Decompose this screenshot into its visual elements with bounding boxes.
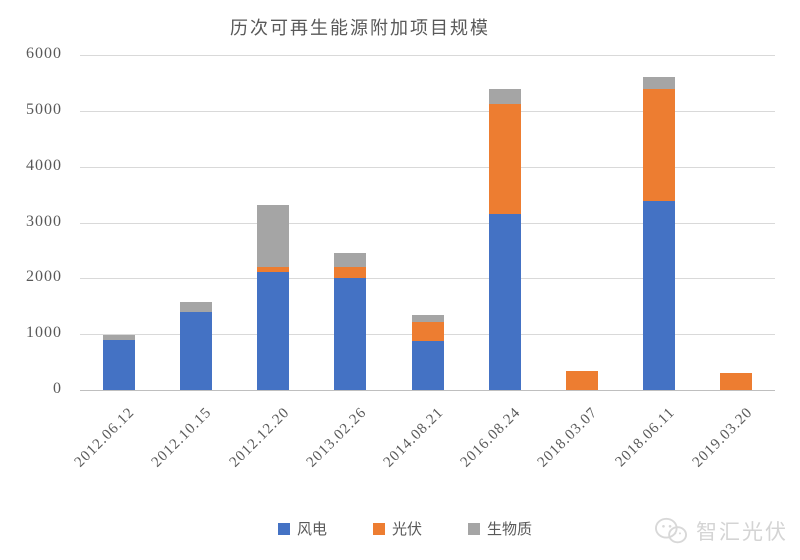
bar-segment-生物质-2012.06.12 [102, 335, 135, 341]
bar-segment-风电-2013.02.26 [334, 277, 367, 390]
legend-swatch [372, 522, 385, 535]
legend-label: 光伏 [391, 521, 422, 538]
bar-segment-风电-2012.12.20 [257, 272, 290, 390]
x-axis-tick-label: 2012.10.15 [149, 404, 216, 471]
bar-segment-风电-2016.08.24 [488, 214, 521, 390]
bar-segment-生物质-2013.02.26 [334, 252, 367, 267]
bar-segment-光伏-2014.08.21 [411, 322, 444, 342]
y-axis-tick-label: 4000 [26, 156, 62, 174]
bar-segment-生物质-2018.06.11 [643, 77, 676, 89]
gridline [80, 166, 775, 168]
bar-segment-光伏-2019.03.20 [720, 372, 753, 390]
bar-segment-生物质-2014.08.21 [411, 315, 444, 323]
y-axis-tick-label: 2000 [26, 268, 62, 286]
chart-title: 历次可再生能源附加项目规模 [230, 18, 490, 38]
y-axis-tick-label: 3000 [26, 212, 62, 230]
bar-segment-光伏-2018.03.07 [565, 371, 598, 390]
bar-segment-风电-2018.06.11 [643, 201, 676, 390]
bar-segment-光伏-2012.12.20 [257, 267, 290, 273]
bar-segment-风电-2012.10.15 [179, 311, 212, 390]
y-axis-tick-label: 1000 [26, 324, 62, 342]
legend-swatch [468, 522, 480, 535]
legend-item-光伏: 光伏 [372, 518, 422, 539]
bar-segment-光伏-2018.06.11 [643, 88, 676, 202]
watermark-logo: 智汇光伏 [652, 515, 788, 547]
bar-segment-风电-2012.06.12 [102, 340, 135, 390]
legend: 风电 光伏 生物质 [0, 518, 800, 539]
plot-area [80, 55, 775, 391]
y-axis-tick-label: 0 [53, 380, 62, 397]
gridline [80, 55, 775, 56]
bar-segment-光伏-2016.08.24 [488, 103, 521, 215]
legend-swatch [277, 522, 290, 535]
gridline [80, 278, 775, 280]
bar-segment-生物质-2016.08.24 [488, 88, 521, 104]
watermark-text: 智汇光伏 [696, 521, 788, 544]
legend-label: 风电 [296, 521, 327, 538]
x-axis-tick-label: 2012.06.12 [71, 404, 138, 471]
gridline [80, 110, 775, 112]
x-axis-tick-label: 2014.08.21 [380, 404, 447, 471]
x-axis-tick-label: 2013.02.26 [303, 404, 370, 471]
legend-item-风电: 风电 [277, 518, 327, 539]
bar-segment-生物质-2012.12.20 [257, 204, 290, 268]
gridline [80, 222, 775, 224]
x-axis-tick-label: 2019.03.20 [689, 404, 756, 471]
y-axis-tick-label: 6000 [26, 45, 62, 62]
bar-segment-风电-2014.08.21 [411, 341, 444, 390]
bar-segment-生物质-2012.10.15 [179, 302, 212, 312]
gridline [80, 390, 775, 391]
legend-item-生物质: 生物质 [468, 518, 532, 539]
y-axis-tick-label: 5000 [26, 100, 62, 118]
x-axis-tick-label: 2018.03.07 [535, 404, 602, 471]
x-axis-tick-label: 2018.06.11 [612, 404, 679, 471]
bar-segment-光伏-2013.02.26 [334, 266, 367, 278]
x-axis-tick-label: 2016.08.24 [457, 404, 525, 471]
wechat-icon [652, 515, 690, 547]
x-axis-tick-label: 2012.12.20 [226, 404, 293, 471]
legend-label: 生物质 [487, 521, 533, 538]
